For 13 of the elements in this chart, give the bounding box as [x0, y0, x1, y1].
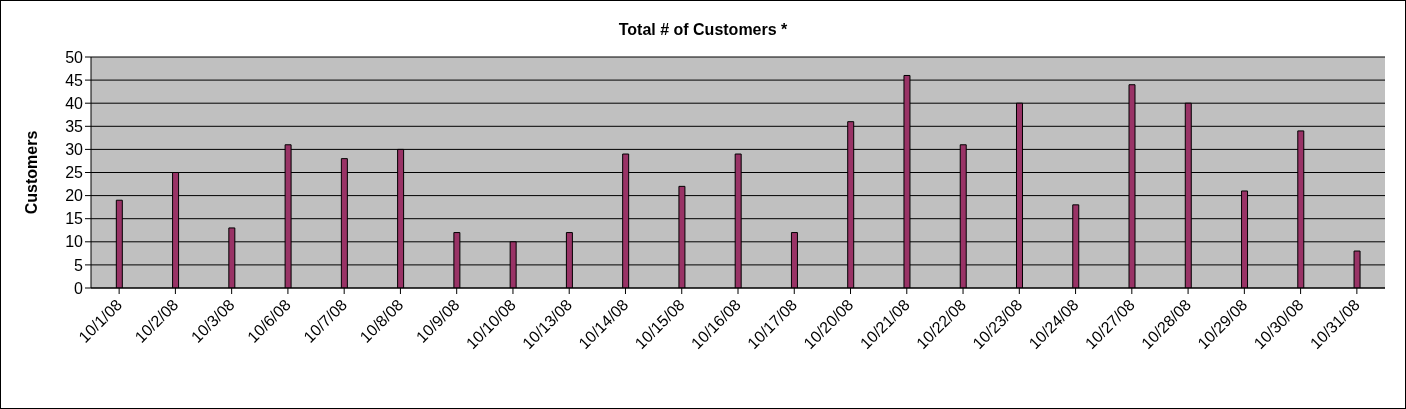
y-tick-label: 30	[65, 141, 84, 159]
y-tick-label: 15	[65, 210, 84, 228]
y-tick-label: 20	[65, 187, 84, 205]
y-tick-label: 40	[65, 94, 84, 112]
y-tick-label: 45	[65, 71, 84, 89]
y-tick-label: 50	[65, 48, 84, 66]
y-tick-label: 5	[74, 256, 84, 274]
y-tick-label: 35	[65, 117, 84, 135]
y-axis-title: Customers	[22, 130, 40, 215]
y-tick-label: 0	[74, 279, 84, 297]
chart-title: Total # of Customers *	[617, 21, 789, 39]
y-tick-label: 10	[65, 233, 84, 251]
y-tick-label: 25	[65, 164, 84, 182]
